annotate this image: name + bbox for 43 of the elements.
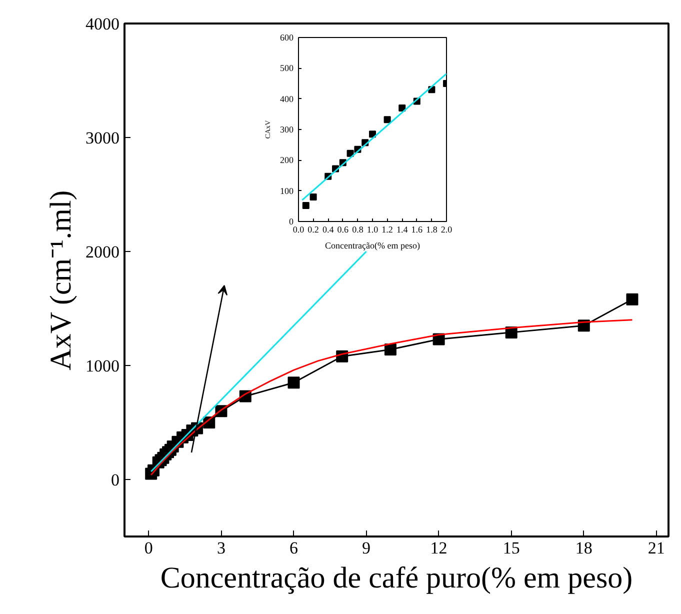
- y-tick-label: 300: [280, 124, 294, 134]
- y-tick-label: 3000: [86, 128, 120, 148]
- x-tick-label: 0.0: [292, 224, 305, 234]
- y-tick-label: 0: [289, 216, 294, 226]
- point: [310, 193, 317, 200]
- x-tick-label: 1.0: [366, 224, 379, 234]
- x-tick-label: 6: [289, 538, 298, 558]
- y-tick-label: 4000: [86, 14, 120, 34]
- x-tick-label: 0.6: [337, 224, 350, 234]
- y-tick-label: 2000: [86, 242, 120, 262]
- y-tick-label: 0: [111, 470, 120, 490]
- x-tick-label: 9: [362, 538, 371, 558]
- x-tick-label: 12: [430, 538, 448, 558]
- x-tick-label: 18: [575, 538, 592, 558]
- x-tick-label: 1.6: [411, 224, 424, 234]
- x-tick-label: 15: [502, 538, 520, 558]
- point: [302, 202, 310, 210]
- point: [626, 293, 638, 306]
- y-tick-label: 100: [280, 186, 294, 196]
- x-tick-label: 0.2: [308, 224, 319, 234]
- x-axis-title: Concentração de café puro(% em peso): [160, 562, 633, 594]
- x-tick-label: 3: [216, 538, 226, 558]
- x-tick-label: 1.2: [382, 224, 393, 234]
- point: [384, 116, 391, 124]
- y-tick-label: 1000: [86, 356, 120, 376]
- y-tick-label: 200: [280, 155, 294, 166]
- y-tick-label: 400: [280, 94, 294, 104]
- point: [398, 104, 406, 112]
- x-tick-label: 1.8: [426, 224, 438, 234]
- y-axis-title: AxV (cm⁻¹.ml): [44, 190, 78, 370]
- point: [369, 130, 376, 138]
- y-tick-label: 600: [280, 32, 294, 42]
- point: [288, 376, 300, 389]
- x-tick-label: 0: [144, 538, 153, 558]
- x-tick-label: 0.8: [352, 224, 364, 234]
- point: [384, 344, 396, 356]
- x-tick-label: 2.0: [440, 224, 453, 234]
- y-tick-label: 500: [280, 63, 294, 74]
- x-tick-label: 0.4: [322, 224, 334, 234]
- x-axis-title: Concentração(% em peso): [325, 240, 420, 250]
- point: [346, 150, 354, 157]
- x-tick-label: 21: [648, 538, 665, 558]
- x-tick-label: 1.4: [396, 224, 408, 234]
